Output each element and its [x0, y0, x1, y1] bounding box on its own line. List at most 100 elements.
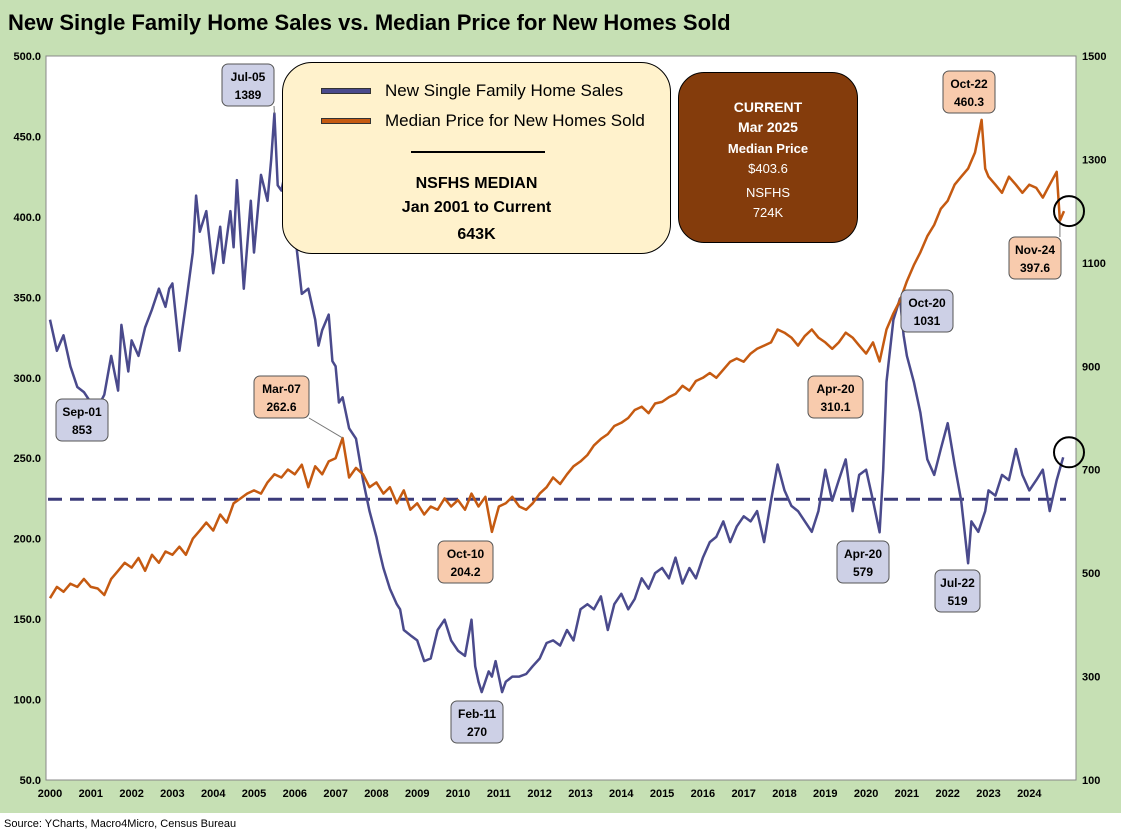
callout-box	[221, 63, 275, 107]
x-tick-label: 2004	[201, 788, 226, 800]
source-note: Source: YCharts, Macro4Micro, Census Bur…	[4, 818, 237, 830]
current-date: Mar 2025	[738, 119, 798, 135]
y-right-tick-label: 700	[1082, 465, 1100, 477]
chart-svg: 50.0 100.0 150.0 200.0 250.0 300.0 350.0 400.0 4…	[13, 51, 1106, 800]
y-right-tick-label: 900	[1082, 361, 1100, 373]
callout-date: Oct-20	[908, 296, 946, 310]
x-tick-label: 2003	[160, 788, 184, 800]
y-left-tick-label: 350.0	[13, 292, 41, 304]
callout-date: Jul-22	[940, 576, 975, 590]
x-tick-label: 2001	[79, 788, 103, 800]
callout-box	[450, 700, 504, 744]
callout-box	[55, 398, 109, 442]
callout-box	[934, 569, 981, 613]
x-tick-label: 2000	[38, 788, 62, 800]
current-nsfhs-label: NSFHS	[745, 185, 791, 200]
callout-value: 460.3	[954, 95, 984, 109]
x-tick-label: 2021	[895, 788, 919, 800]
chart-title: New Single Family Home Sales vs. Median …	[8, 10, 731, 35]
x-tick-label: 2012	[527, 788, 551, 800]
y-left-tick-label: 50.0	[20, 775, 41, 787]
callout-box	[1008, 236, 1062, 280]
median-label-title: NSFHS MEDIAN	[415, 175, 538, 192]
x-tick-label: 2009	[405, 788, 429, 800]
legend-label-price: Median Price for New Homes Sold	[385, 111, 645, 130]
callout-box	[900, 289, 954, 333]
x-tick-label: 2024	[1017, 788, 1042, 800]
callout-box	[253, 375, 310, 419]
legend-swatch-sales	[321, 88, 371, 94]
x-tick-label: 2007	[323, 788, 347, 800]
legend-item-sales: New Single Family Home Sales	[283, 79, 623, 103]
callout-value: 1389	[235, 88, 262, 102]
y-left-tick-label: 400.0	[13, 212, 41, 224]
y-left-tick-label: 450.0	[13, 131, 41, 143]
x-tick-label: 2020	[854, 788, 878, 800]
x-tick-label: 2014	[609, 788, 634, 800]
y-right-tick-label: 1100	[1082, 258, 1106, 270]
median-label-value: 643K	[457, 226, 496, 243]
x-tick-label: 2002	[119, 788, 143, 800]
legend-item-price: Median Price for New Homes Sold	[283, 109, 645, 133]
callout-value: 262.6	[266, 400, 296, 414]
callout-value: 270	[467, 725, 487, 739]
median-label-range: Jan 2001 to Current	[401, 199, 552, 216]
callout-value: 1031	[914, 314, 941, 328]
callout-box	[437, 540, 494, 584]
callout-date: Jul-05	[231, 70, 266, 84]
callout-date: Oct-10	[447, 547, 485, 561]
callout-value: 519	[947, 594, 967, 608]
y-left-tick-label: 150.0	[13, 614, 41, 626]
current-nsfhs-value: 724K	[752, 205, 784, 220]
current-price-label: Median Price	[727, 141, 809, 156]
callout-box	[942, 70, 996, 114]
series-line-price	[48, 118, 1066, 599]
x-tick-label: 2022	[935, 788, 959, 800]
y-left-tick-label: 300.0	[13, 373, 41, 385]
y-right-tick-label: 100	[1082, 775, 1100, 787]
series-line-sales	[48, 112, 1065, 694]
callout-date: Apr-20	[844, 547, 882, 561]
y-left-tick-label: 250.0	[13, 453, 41, 465]
callout-date: Sep-01	[62, 405, 102, 419]
callout-date: Nov-24	[1015, 243, 1055, 257]
legend-swatch-price	[321, 118, 371, 124]
x-tick-label: 2010	[446, 788, 470, 800]
current-box: CURRENT Mar 2025 Median Price $403.6 NSF…	[678, 72, 858, 243]
callout-value: 579	[853, 565, 873, 579]
x-tick-label: 2015	[650, 788, 674, 800]
callout-date: Oct-22	[950, 77, 988, 91]
x-tick-label: 2016	[691, 788, 715, 800]
callout-value: 853	[72, 423, 92, 437]
callout-leader	[308, 417, 343, 439]
x-tick-label: 2017	[731, 788, 755, 800]
x-tick-label: 2013	[568, 788, 592, 800]
callout-date: Mar-07	[262, 382, 301, 396]
callout-date: Feb-11	[458, 707, 496, 721]
x-tick-label: 2011	[487, 788, 511, 800]
legend-divider	[411, 151, 545, 153]
current-price-value: $403.6	[748, 161, 788, 176]
y-left-tick-label: 500.0	[13, 51, 41, 63]
callout-box	[807, 375, 864, 419]
legend-label-sales: New Single Family Home Sales	[385, 81, 624, 100]
y-right-tick-label: 1300	[1082, 154, 1106, 166]
legend-box: New Single Family Home Sales Median Pric…	[282, 62, 671, 254]
current-heading: CURRENT	[733, 99, 803, 115]
plot-border	[45, 55, 1077, 781]
x-tick-label: 2006	[283, 788, 307, 800]
y-right-tick-label: 500	[1082, 568, 1100, 580]
callout-value: 397.6	[1020, 261, 1050, 275]
y-right-tick-label: 300	[1082, 672, 1100, 684]
highlight-circle-sales	[1053, 436, 1085, 469]
x-tick-label: 2005	[242, 788, 266, 800]
callout-box	[836, 540, 890, 584]
y-right-tick-label: 1500	[1082, 51, 1106, 63]
callout-value: 204.2	[450, 565, 480, 579]
y-left-tick-label: 100.0	[13, 695, 41, 707]
y-left-tick-label: 200.0	[13, 534, 41, 546]
callout-date: Apr-20	[816, 382, 854, 396]
x-tick-label: 2008	[364, 788, 388, 800]
x-tick-label: 2019	[813, 788, 837, 800]
x-tick-label: 2018	[772, 788, 796, 800]
